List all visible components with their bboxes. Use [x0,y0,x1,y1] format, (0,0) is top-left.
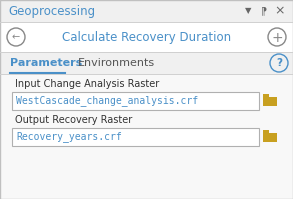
Text: Parameters: Parameters [10,58,82,68]
Text: ⁋: ⁋ [261,6,267,16]
FancyBboxPatch shape [12,128,259,146]
Text: ▼: ▼ [245,7,251,16]
FancyBboxPatch shape [0,0,293,22]
Text: Geoprocessing: Geoprocessing [8,5,95,18]
FancyBboxPatch shape [263,133,277,142]
FancyBboxPatch shape [12,92,259,110]
Text: +: + [271,30,283,45]
Text: WestCascade_change_analysis.crf: WestCascade_change_analysis.crf [16,96,198,106]
Text: ←: ← [12,32,20,43]
FancyBboxPatch shape [263,130,269,133]
Text: Environments: Environments [78,58,155,68]
Text: Calculate Recovery Duration: Calculate Recovery Duration [62,30,231,44]
FancyBboxPatch shape [0,74,293,199]
FancyBboxPatch shape [0,22,293,52]
FancyBboxPatch shape [263,97,277,106]
FancyBboxPatch shape [0,52,293,74]
Text: ×: × [275,5,285,18]
FancyBboxPatch shape [263,94,269,97]
Text: Input Change Analysis Raster: Input Change Analysis Raster [15,79,159,89]
Text: Recovery_years.crf: Recovery_years.crf [16,132,122,142]
Text: ?: ? [276,59,282,68]
Text: Output Recovery Raster: Output Recovery Raster [15,115,132,125]
